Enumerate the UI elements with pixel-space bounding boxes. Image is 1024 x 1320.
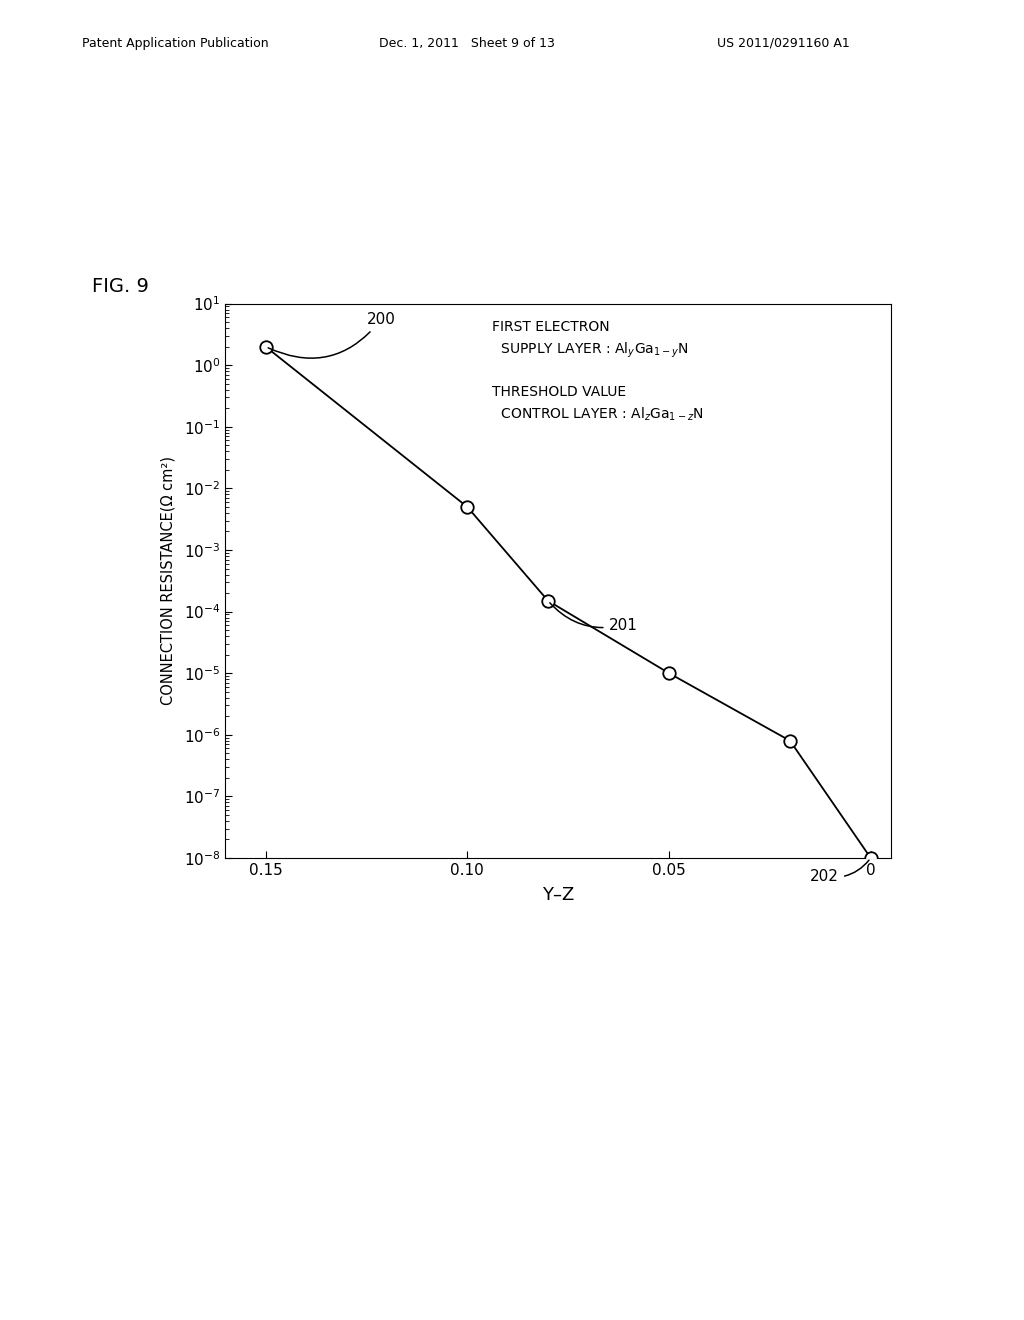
Text: 200: 200	[268, 312, 395, 358]
Text: FIRST ELECTRON
  SUPPLY LAYER : Al$_y$Ga$_{1-y}$N

THRESHOLD VALUE
  CONTROL LAY: FIRST ELECTRON SUPPLY LAYER : Al$_y$Ga$_…	[492, 321, 703, 422]
Text: 202: 202	[810, 861, 869, 884]
Text: Patent Application Publication: Patent Application Publication	[82, 37, 268, 50]
Text: FIG. 9: FIG. 9	[92, 277, 150, 296]
Y-axis label: CONNECTION RESISTANCE(Ω cm²): CONNECTION RESISTANCE(Ω cm²)	[161, 457, 175, 705]
X-axis label: Y–Z: Y–Z	[542, 886, 574, 904]
Text: Dec. 1, 2011   Sheet 9 of 13: Dec. 1, 2011 Sheet 9 of 13	[379, 37, 555, 50]
Text: US 2011/0291160 A1: US 2011/0291160 A1	[717, 37, 850, 50]
Text: 201: 201	[550, 603, 637, 632]
